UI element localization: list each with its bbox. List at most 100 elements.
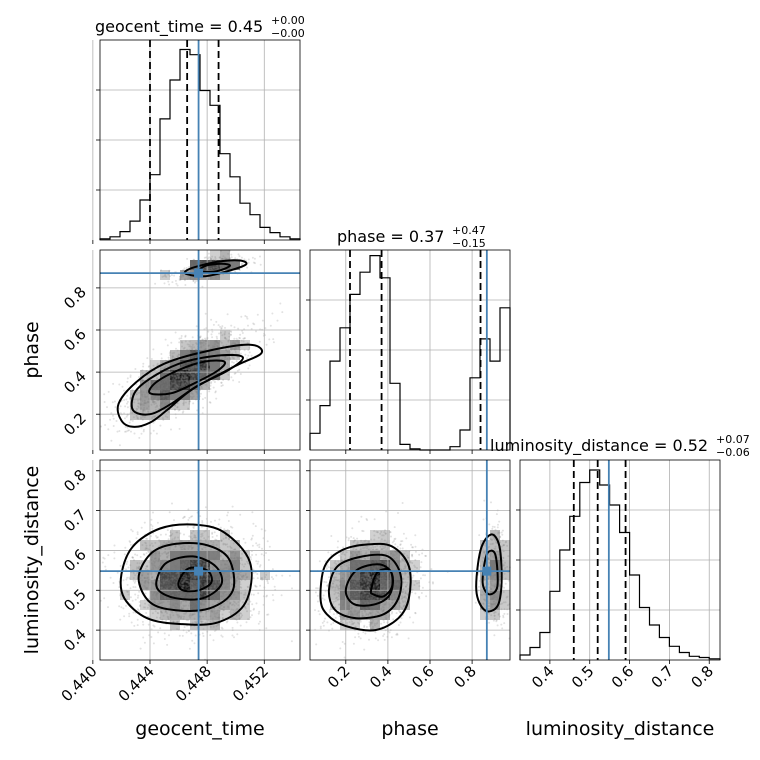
pair-geocent-time-luminosity-distance-sample [234,573,237,576]
pair-geocent-time-luminosity-distance-sample [251,614,253,617]
pair-geocent-time-luminosity-distance-sample [266,540,269,543]
pair-geocent-time-phase-sample [259,263,262,266]
pair-geocent-time-luminosity-distance-sample [239,513,242,516]
pair-geocent-time-phase-sample [164,403,167,406]
pair-geocent-time-phase-sample [207,381,210,384]
pair-geocent-time-phase-sample [209,347,212,350]
pair-geocent-time-phase-sample [207,367,210,370]
pair-geocent-time-phase-sample [141,399,144,402]
pair-geocent-time-luminosity-distance-density-cell [140,600,150,610]
pair-geocent-time-luminosity-distance-sample [113,551,116,554]
pair-geocent-time-phase-sample [142,428,145,431]
pair-geocent-time-luminosity-distance-sample [199,617,202,620]
pair-geocent-time-phase-sample [144,395,147,398]
pair-geocent-time-phase-sample [207,357,210,360]
pair-geocent-time-phase-sample [243,337,246,340]
pair-geocent-time-luminosity-distance-sample [191,594,194,596]
pair-geocent-time-phase-sample [170,428,172,431]
pair-phase-luminosity-distance-density-cell [490,600,500,610]
pair-geocent-time-luminosity-distance-sample [122,579,125,582]
pair-geocent-time-phase-sample [141,379,144,382]
pair-geocent-time-luminosity-distance-sample [159,601,162,604]
pair-geocent-time-phase-sample [171,387,174,390]
pair-geocent-time-luminosity-distance-sample [147,576,150,579]
pair-geocent-time-phase-sample [176,394,179,397]
pair-geocent-time-luminosity-distance-sample [138,601,141,603]
pair-geocent-time-luminosity-distance-sample [214,538,217,541]
pair-geocent-time-phase-sample [202,339,205,342]
pair-geocent-time-luminosity-distance-sample [211,619,214,622]
pair-geocent-time-phase-sample [186,380,189,383]
pair-geocent-time-luminosity-distance-sample [233,617,236,620]
pair-geocent-time-phase-sample [161,386,164,389]
pair-geocent-time-phase-sample [229,357,232,360]
pair-geocent-time-luminosity-distance-sample [201,578,204,581]
pair-geocent-time-phase-sample [165,386,168,389]
pair-geocent-time-luminosity-distance-density-cell [170,590,180,600]
pair-geocent-time-luminosity-distance-sample [212,594,215,597]
pair-geocent-time-phase-sample [185,352,188,355]
pair-geocent-time-luminosity-distance-sample [260,553,263,556]
pair-geocent-time-luminosity-distance-sample [213,612,216,615]
pair-geocent-time-luminosity-distance-sample [152,642,155,645]
pair-geocent-time-luminosity-distance-sample [218,555,220,558]
pair-geocent-time-phase-sample [189,361,192,364]
pair-geocent-time-luminosity-distance-sample [240,586,243,589]
pair-geocent-time-phase-sample [165,275,168,278]
pair-geocent-time-luminosity-distance-sample [136,618,139,621]
pair-geocent-time-luminosity-distance-sample [179,546,182,549]
pair-geocent-time-phase-sample [191,356,194,359]
pair-geocent-time-luminosity-distance-sample [170,590,173,593]
pair-geocent-time-phase-sample [199,363,202,366]
pair-geocent-time-luminosity-distance-sample [211,536,214,538]
pair-geocent-time-phase-sample [157,389,160,392]
pair-geocent-time-luminosity-distance-sample [239,562,241,565]
pair-geocent-time-phase-sample [215,341,218,344]
pair-geocent-time-phase-sample [195,390,198,393]
pair-geocent-time-phase-sample [231,355,234,358]
pair-geocent-time-phase-density-cell [160,400,170,410]
pair-geocent-time-phase-sample [217,324,220,327]
pair-geocent-time-phase-sample [139,403,142,406]
pair-geocent-time-phase-sample [190,377,193,380]
pair-geocent-time-phase-sample [214,351,217,354]
pair-geocent-time-luminosity-distance-sample [172,598,175,601]
pair-geocent-time-phase-sample [129,396,132,399]
pair-geocent-time-phase-sample [238,381,241,383]
pair-geocent-time-phase-sample [180,276,183,278]
pair-geocent-time-luminosity-distance-sample [213,586,216,589]
pair-geocent-time-luminosity-distance-sample [193,601,196,604]
pair-geocent-time-phase-sample [116,430,119,433]
pair-geocent-time-phase-density-cell [170,370,180,380]
pair-geocent-time-luminosity-distance-sample [154,541,157,544]
pair-geocent-time-luminosity-distance-sample [158,557,160,560]
pair-geocent-time-luminosity-distance-sample [222,594,225,597]
pair-geocent-time-phase-sample [184,372,187,375]
pair-geocent-time-luminosity-distance-sample [147,623,150,626]
pair-geocent-time-phase-sample [247,349,250,352]
pair-geocent-time-phase-sample [182,410,185,413]
pair-geocent-time-luminosity-distance-sample [129,596,132,599]
pair-geocent-time-phase-sample [150,403,153,406]
pair-geocent-time-phase-sample [151,416,154,419]
pair-geocent-time-luminosity-distance-sample [203,530,206,533]
pair-geocent-time-phase-sample [169,387,172,390]
pair-geocent-time-luminosity-distance-sample [261,547,263,550]
pair-geocent-time-phase-sample [184,401,187,404]
pair-geocent-time-phase-sample [190,366,193,369]
pair-geocent-time-luminosity-distance-density-cell [190,530,200,540]
pair-geocent-time-luminosity-distance-sample [184,577,187,580]
pair-geocent-time-luminosity-distance-sample [157,584,160,587]
pair-geocent-time-phase-sample [168,369,171,372]
pair-geocent-time-phase-sample [172,388,175,391]
pair-geocent-time-luminosity-distance-sample [227,511,229,514]
pair-geocent-time-luminosity-distance-density-cell [170,540,180,550]
pair-geocent-time-phase-sample [229,334,232,336]
pair-geocent-time-luminosity-distance-sample [229,601,232,604]
pair-geocent-time-luminosity-distance-sample [255,542,258,545]
pair-geocent-time-luminosity-distance-sample [171,604,174,607]
pair-geocent-time-luminosity-distance-sample [192,605,195,608]
pair-geocent-time-phase-sample [182,381,185,384]
pair-geocent-time-phase-sample [163,275,166,278]
pair-geocent-time-phase-sample [139,397,142,400]
